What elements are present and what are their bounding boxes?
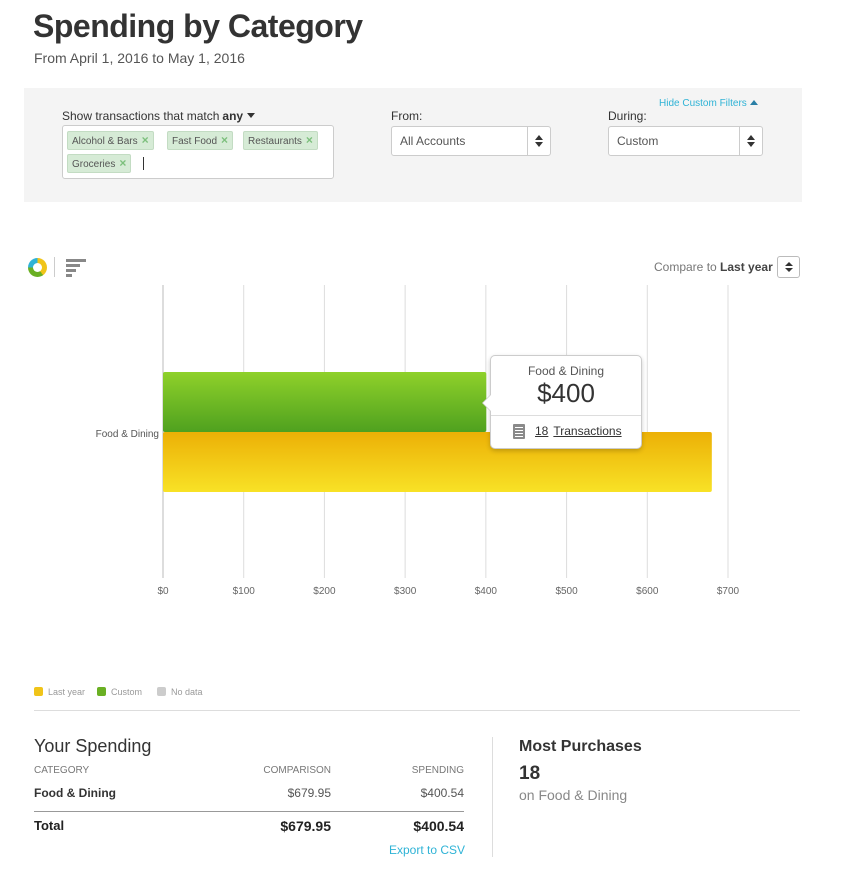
total-label: Total: [34, 818, 65, 833]
hide-filters-label: Hide Custom Filters: [659, 98, 747, 109]
caret-down-icon: [247, 113, 256, 118]
page-title: Spending by Category: [33, 8, 363, 44]
remove-tag-icon[interactable]: ×: [119, 156, 127, 170]
your-spending-title: Your Spending: [34, 736, 152, 756]
column-header-comparison: COMPARISON: [263, 765, 331, 776]
total-divider: [34, 811, 464, 812]
updown-arrows-icon: [527, 127, 550, 155]
match-mode-value: any: [222, 109, 244, 123]
tag-fast-food: Fast Food ×: [167, 131, 234, 150]
legend-swatch-no-data: [157, 687, 166, 696]
vertical-divider: [492, 737, 493, 857]
compare-to-label: Compare to Last year: [654, 260, 773, 274]
tag-label: Restaurants: [248, 136, 302, 147]
column-header-category: CATEGORY: [34, 765, 90, 776]
most-purchases-count: 18: [519, 763, 541, 784]
bar-chart-view-icon[interactable]: [66, 259, 86, 277]
x-tick-label: $300: [394, 586, 417, 597]
bar-tooltip: Food & Dining $400 18 Transactions: [482, 355, 642, 449]
match-prefix-label: Show transactions that match: [62, 109, 220, 123]
remove-tag-icon[interactable]: ×: [305, 133, 313, 147]
tooltip-transactions-link[interactable]: 18 Transactions: [535, 424, 622, 438]
bar-custom-food-dining[interactable]: [163, 372, 487, 432]
compare-prefix: Compare to: [654, 260, 717, 274]
total-comparison-value: $679.95: [280, 818, 331, 834]
during-period-select[interactable]: Custom: [608, 126, 763, 156]
category-axis-label-food-dining: Food & Dining: [96, 429, 159, 440]
text-cursor: [143, 157, 144, 170]
during-select-value: Custom: [617, 134, 659, 148]
date-range-subtitle: From April 1, 2016 to May 1, 2016: [34, 50, 245, 66]
tag-groceries: Groceries ×: [67, 154, 132, 173]
legend-label-last-year: Last year: [48, 687, 86, 697]
from-select-value: All Accounts: [400, 134, 466, 148]
x-tick-label: $600: [636, 586, 659, 597]
row-category-food-dining[interactable]: Food & Dining: [34, 786, 116, 800]
triangle-up-icon: [749, 100, 758, 105]
remove-tag-icon[interactable]: ×: [141, 133, 149, 147]
x-tick-label: $0: [157, 586, 169, 597]
x-tick-label: $200: [313, 586, 336, 597]
compare-value: Last year: [720, 260, 773, 274]
compare-to-select[interactable]: [777, 256, 800, 278]
from-label: From:: [391, 109, 423, 123]
most-purchases-subtitle: on Food & Dining: [519, 787, 628, 803]
legend-swatch-last-year: [34, 687, 43, 696]
section-divider: [34, 710, 800, 711]
tag-label: Groceries: [72, 159, 116, 170]
total-spending-value: $400.54: [413, 818, 464, 834]
from-account-select[interactable]: All Accounts: [391, 126, 551, 156]
tag-label: Alcohol & Bars: [72, 136, 138, 147]
row-comparison-value: $679.95: [287, 786, 331, 800]
x-tick-label: $500: [555, 586, 578, 597]
toggle-divider: [54, 257, 55, 277]
row-spending-value: $400.54: [420, 786, 464, 800]
legend-swatch-custom: [97, 687, 106, 696]
legend-label-custom: Custom: [111, 687, 143, 697]
updown-arrows-icon: [739, 127, 762, 155]
legend-label-no-data: No data: [171, 687, 203, 697]
hide-custom-filters-link[interactable]: Hide Custom Filters: [659, 98, 758, 109]
most-purchases-title: Most Purchases: [519, 738, 642, 755]
x-tick-label: $700: [717, 586, 740, 597]
export-to-csv-link[interactable]: Export to CSV: [389, 843, 466, 857]
during-label: During:: [608, 109, 647, 123]
category-tag-input[interactable]: Alcohol & Bars × Fast Food × Restaurants × …: [62, 125, 334, 179]
tooltip-separator: [491, 415, 641, 416]
transactions-label: Transactions: [553, 424, 622, 438]
transactions-count: 18: [535, 424, 549, 438]
match-mode-control[interactable]: Show transactions that match any: [62, 109, 256, 123]
donut-chart-view-icon[interactable]: [28, 258, 47, 277]
tag-alcohol-bars: Alcohol & Bars ×: [67, 131, 154, 150]
tag-restaurants: Restaurants ×: [243, 131, 318, 150]
x-tick-label: $400: [475, 586, 498, 597]
tooltip-category: Food & Dining: [527, 364, 605, 378]
column-header-spending: SPENDING: [411, 765, 464, 776]
remove-tag-icon[interactable]: ×: [221, 133, 229, 147]
tag-label: Fast Food: [172, 136, 218, 147]
tooltip-amount: $400: [537, 378, 595, 408]
document-icon: [513, 424, 525, 439]
x-tick-label: $100: [233, 586, 256, 597]
